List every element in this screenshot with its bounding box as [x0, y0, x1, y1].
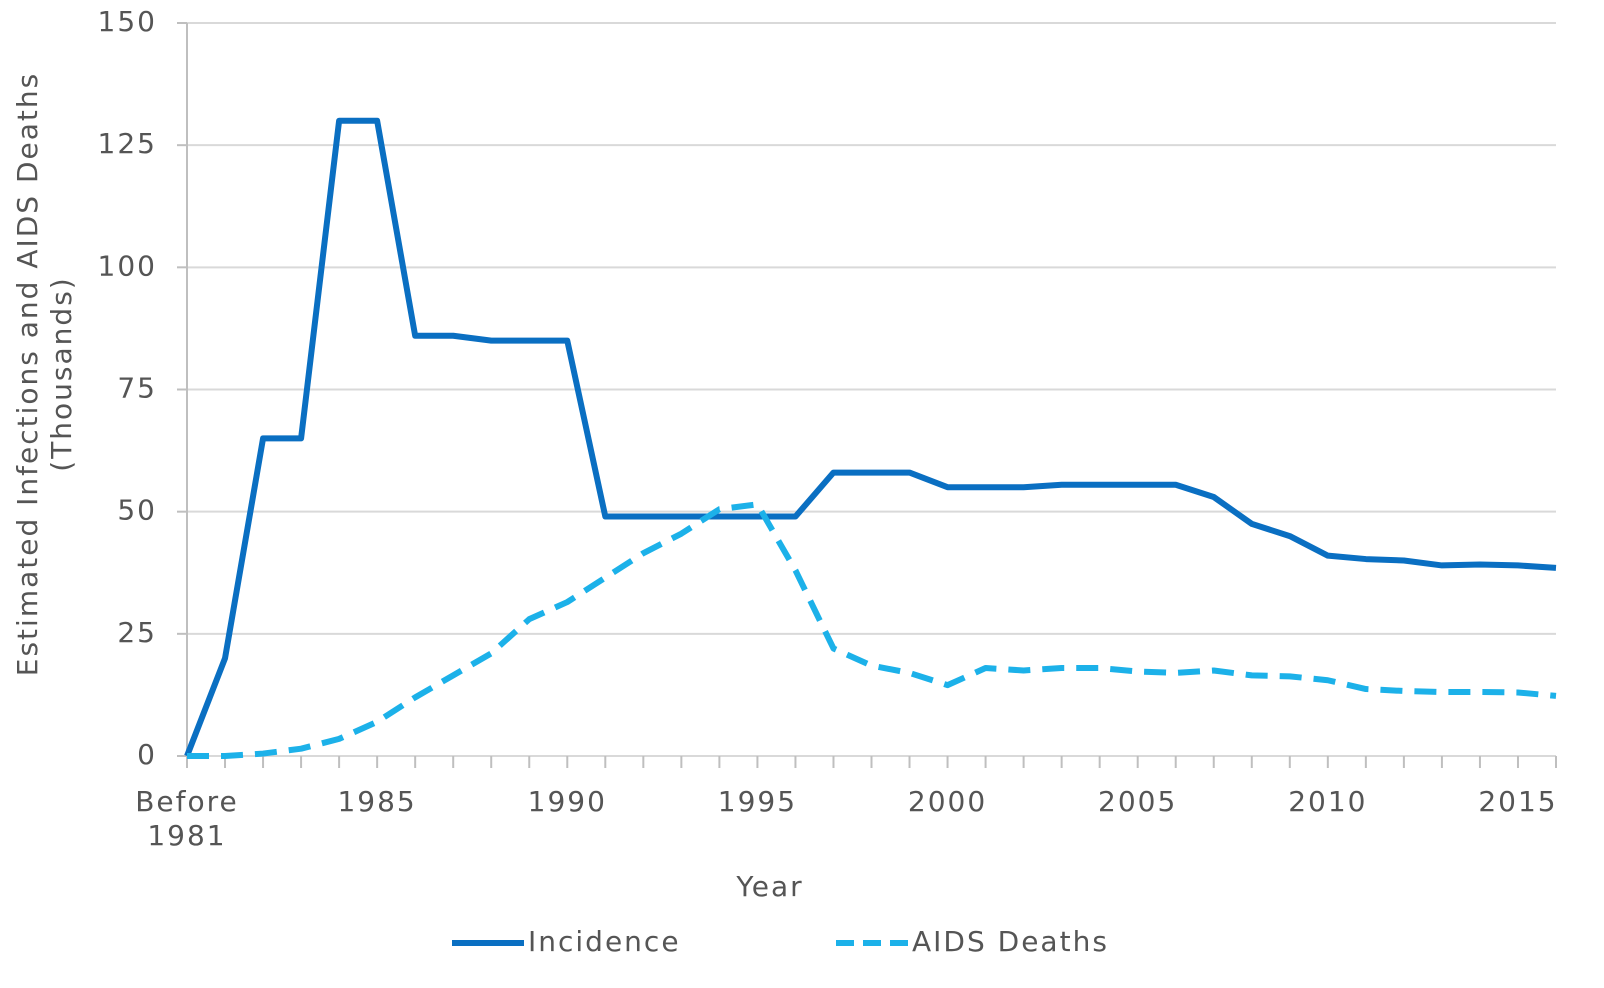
x-tick-label: 1990: [527, 785, 607, 818]
x-tick-label: 2010: [1288, 785, 1368, 818]
y-tick-label: 50: [117, 494, 157, 527]
y-tick-label: 25: [117, 616, 157, 649]
legend-label: AIDS Deaths: [912, 925, 1109, 958]
x-tick-label: 2015: [1478, 785, 1558, 818]
y-tick-label: 75: [117, 372, 157, 405]
x-axis-title: Year: [736, 870, 804, 903]
legend-label: Incidence: [528, 925, 681, 958]
series-line: [187, 501, 1557, 759]
x-tick-label: 2005: [1098, 785, 1178, 818]
x-tick-label: 1995: [717, 785, 798, 818]
x-tick-label: 2000: [907, 785, 988, 818]
y-tick-label: 0: [137, 738, 157, 771]
y-axis-title: Estimated Infections and AIDS Deaths (Th…: [11, 71, 78, 677]
series-line: [184, 117, 1557, 758]
x-tick-label: Before 1981: [135, 785, 239, 852]
y-tick-label: 100: [98, 249, 157, 282]
x-tick-label: 1985: [337, 785, 417, 818]
y-tick-label: 150: [98, 5, 157, 38]
y-tick-label: 125: [98, 127, 157, 160]
